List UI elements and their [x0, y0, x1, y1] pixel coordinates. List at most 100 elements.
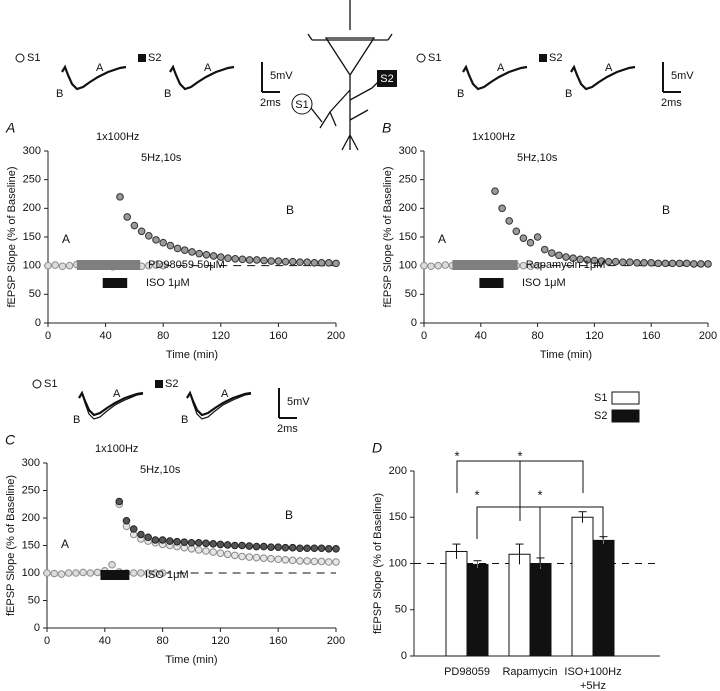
y-tick-label: 50: [28, 594, 40, 606]
y-axis-label: fEPSP Slope (% of Baseline): [6, 166, 18, 307]
data-point: [317, 544, 326, 553]
data-point: [288, 556, 297, 565]
inset-s2: S2: [549, 52, 562, 64]
stim-label: 5Hz,10s: [517, 152, 558, 164]
data-point: [533, 233, 542, 241]
data-point: [122, 516, 131, 525]
data-point: [633, 259, 641, 267]
data-point: [562, 253, 570, 261]
x-tick-label: 0: [44, 635, 50, 647]
treatment-bar: [76, 260, 141, 270]
data-point: [310, 557, 319, 566]
x-tick-label: 80: [156, 635, 168, 647]
treatment-label: ISO 1μM: [146, 277, 190, 289]
treatment-label: Rapamycin 1μM: [526, 259, 606, 271]
significance-star: *: [537, 487, 542, 502]
data-point: [640, 259, 648, 267]
data-point: [611, 257, 620, 266]
diagram-s2: S2: [380, 73, 393, 85]
trace-trough-label: B: [457, 88, 464, 100]
data-point: [303, 544, 311, 553]
data-point: [44, 261, 52, 270]
data-point: [324, 545, 333, 553]
data-point: [252, 256, 261, 264]
y-tick-label: 150: [389, 511, 407, 523]
treatment-bar: [452, 260, 518, 270]
data-point: [194, 538, 203, 547]
stim-label: 1x100Hz: [95, 443, 138, 455]
data-point: [310, 544, 319, 553]
y-tick-label: 50: [29, 288, 41, 300]
data-point: [325, 259, 333, 267]
y-tick-label: 250: [23, 174, 41, 186]
marker-label: A: [438, 232, 446, 246]
data-point: [583, 256, 592, 264]
bar: [508, 553, 531, 657]
x-tick-label: 160: [269, 330, 287, 342]
x-tick-label: 40: [99, 635, 111, 647]
scale-voltage: 5mV: [287, 396, 310, 408]
scale-voltage: 5mV: [671, 70, 694, 82]
trace-peak-label: A: [605, 62, 613, 74]
data-point: [682, 259, 691, 268]
data-point: [116, 193, 124, 201]
legend-label: S1: [594, 392, 607, 404]
treatment-bar: [100, 570, 130, 580]
treatment-label: ISO 1μM: [145, 569, 189, 581]
y-tick-label: 200: [22, 512, 40, 524]
data-point: [441, 261, 450, 269]
x-tick-label: 120: [211, 635, 229, 647]
scale-time: 2ms: [661, 97, 682, 109]
data-point: [43, 569, 51, 577]
data-point: [245, 542, 254, 550]
data-point: [332, 545, 340, 553]
y-tick-label: 100: [399, 260, 417, 272]
x-tick-label: 0: [45, 330, 51, 342]
data-point: [145, 232, 153, 240]
data-point: [130, 221, 139, 230]
data-point: [123, 213, 131, 221]
data-point: [281, 257, 290, 266]
data-point: [187, 538, 196, 547]
bar: [592, 539, 615, 657]
data-point: [202, 250, 211, 259]
panel-label: D: [372, 440, 382, 456]
data-point: [690, 260, 698, 268]
data-point: [619, 258, 627, 267]
data-point: [93, 568, 102, 577]
y-tick-label: 100: [23, 260, 41, 272]
data-point: [259, 542, 268, 551]
trace-trough-label: B: [73, 414, 80, 426]
data-point: [548, 249, 556, 257]
bar: [571, 516, 594, 657]
data-point: [152, 261, 160, 269]
data-point: [555, 251, 563, 260]
trace-peak-label: A: [96, 62, 104, 74]
data-point: [238, 552, 246, 561]
x-tick-label: PD98059: [444, 666, 490, 678]
inset-s1: S1: [428, 52, 441, 64]
data-point: [245, 256, 254, 264]
stim-label: 5Hz,10s: [141, 152, 182, 164]
data-point: [675, 259, 684, 268]
data-point: [590, 256, 599, 265]
data-point: [526, 238, 535, 247]
data-point: [137, 530, 145, 539]
data-point: [267, 543, 275, 551]
s1-electrode: [291, 93, 313, 115]
data-point: [144, 569, 152, 577]
data-point: [540, 245, 549, 254]
data-point: [288, 543, 297, 552]
y-tick-label: 100: [22, 567, 40, 579]
data-point: [519, 234, 528, 242]
data-point: [238, 255, 247, 264]
data-point: [569, 254, 577, 263]
data-point: [704, 260, 712, 268]
significance-bracket: [476, 506, 604, 567]
data-point: [173, 244, 182, 253]
data-point: [158, 569, 167, 577]
data-point: [224, 254, 232, 263]
x-tick-label: ISO+100Hz: [564, 666, 621, 678]
inset-s1: S1: [44, 378, 57, 390]
trace: [462, 64, 528, 91]
